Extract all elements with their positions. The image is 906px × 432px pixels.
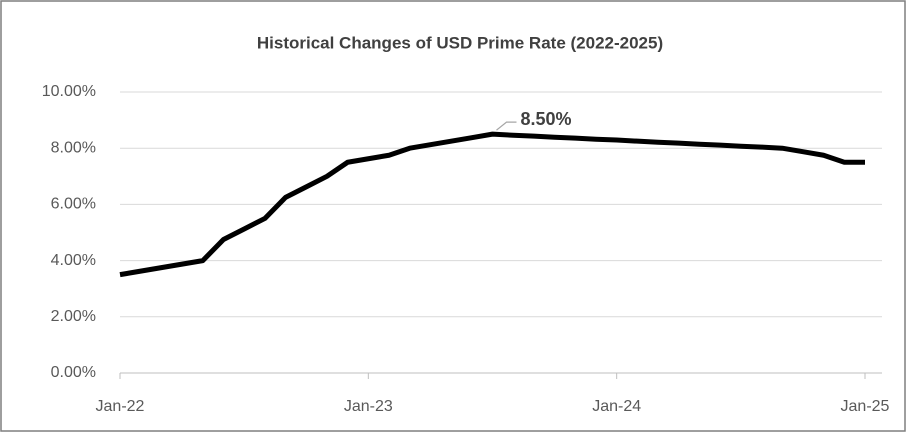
y-tick-label: 2.00% bbox=[51, 308, 96, 325]
y-tick-label: 8.00% bbox=[51, 139, 96, 156]
chart-title: Historical Changes of USD Prime Rate (20… bbox=[257, 33, 663, 52]
x-tick-label: Jan-23 bbox=[344, 398, 393, 415]
x-tick-label: Jan-25 bbox=[841, 398, 890, 415]
series-line bbox=[119, 131, 865, 278]
label-leader bbox=[496, 121, 517, 131]
y-tick-label: 4.00% bbox=[51, 252, 96, 269]
y-tick-label: 6.00% bbox=[51, 196, 96, 213]
y-tick-label: 10.00% bbox=[42, 83, 96, 100]
data-label: 8.50% bbox=[521, 109, 572, 129]
x-tick-label: Jan-22 bbox=[96, 398, 145, 415]
y-tick-label: 0.00% bbox=[51, 364, 96, 381]
x-tick-label: Jan-24 bbox=[592, 398, 641, 415]
